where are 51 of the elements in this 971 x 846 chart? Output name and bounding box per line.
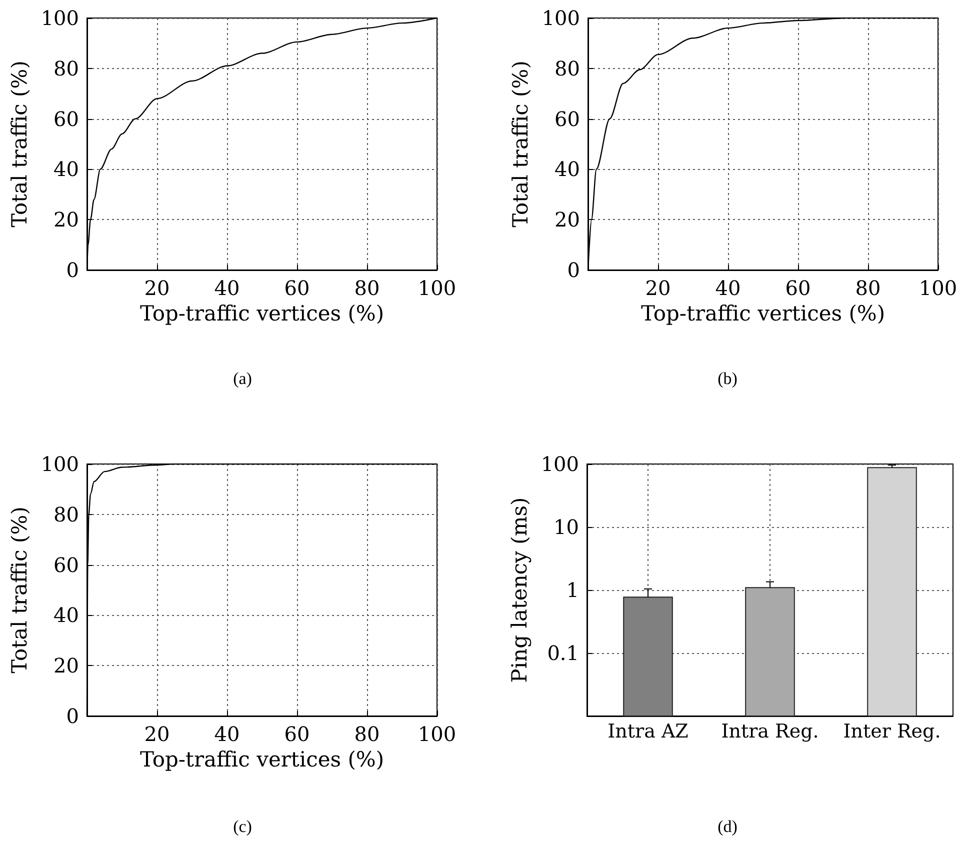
x-tick-label: Inter Reg. xyxy=(843,720,941,742)
y-tick-label: 0 xyxy=(66,704,79,728)
y-tick-label: 100 xyxy=(542,6,580,30)
x-tick-label: 100 xyxy=(918,276,958,300)
y-tick-label: 100 xyxy=(40,452,79,476)
y-tick-label: 20 xyxy=(554,208,580,232)
y-tick-label: 20 xyxy=(54,208,79,232)
x-tick-label: 80 xyxy=(354,722,380,746)
x-tick-label: 20 xyxy=(645,276,671,300)
y-tick-label: 10 xyxy=(554,515,579,539)
y-axis-title: Ping latency (ms) xyxy=(507,497,532,683)
y-tick-label: 20 xyxy=(54,654,79,678)
x-tick-label: 80 xyxy=(855,276,881,300)
x-axis-title: Top-traffic vertices (%) xyxy=(140,747,384,772)
x-tick-label: 60 xyxy=(785,276,811,300)
x-tick-label: 40 xyxy=(214,276,240,300)
x-tick-label: 80 xyxy=(354,276,380,300)
y-tick-label: 80 xyxy=(54,56,79,80)
y-tick-label: 40 xyxy=(554,157,580,182)
y-tick-label: 0 xyxy=(66,258,79,282)
x-tick-label: 40 xyxy=(214,722,240,746)
y-tick-label: 80 xyxy=(554,56,580,80)
y-tick-label: 40 xyxy=(54,603,79,628)
x-axis-title: Top-traffic vertices (%) xyxy=(640,301,886,326)
y-tick-label: 0 xyxy=(567,258,580,282)
x-tick-label: 100 xyxy=(418,722,456,746)
y-tick-label: 40 xyxy=(54,157,79,182)
y-tick-label: 60 xyxy=(54,106,79,131)
x-tick-label: 40 xyxy=(715,276,741,300)
y-axis-title: Total traffic (%) xyxy=(7,506,32,674)
y-tick-label: 60 xyxy=(554,106,580,131)
x-tick-label: 60 xyxy=(284,722,310,746)
x-tick-label: Intra AZ xyxy=(608,720,688,742)
x-tick-label: 20 xyxy=(144,722,170,746)
x-tick-label: 100 xyxy=(418,276,456,300)
text: (d) xyxy=(718,817,738,836)
y-tick-label: 100 xyxy=(540,452,579,476)
y-tick-label: 1 xyxy=(566,578,579,602)
x-tick-label: 60 xyxy=(284,276,310,300)
y-tick-label: 0.1 xyxy=(547,641,579,665)
y-tick-label: 80 xyxy=(54,502,79,526)
y-axis-title: Total traffic (%) xyxy=(508,60,532,228)
text: (a) xyxy=(233,369,252,388)
x-axis-title: Top-traffic vertices (%) xyxy=(140,301,384,326)
y-tick-label: 60 xyxy=(54,552,79,577)
x-tick-label: Intra Reg. xyxy=(721,720,819,742)
y-tick-label: 100 xyxy=(40,6,79,30)
y-axis-title: Total traffic (%) xyxy=(7,60,32,228)
text: (c) xyxy=(233,817,252,836)
text: (b) xyxy=(718,369,738,388)
x-tick-label: 20 xyxy=(144,276,170,300)
